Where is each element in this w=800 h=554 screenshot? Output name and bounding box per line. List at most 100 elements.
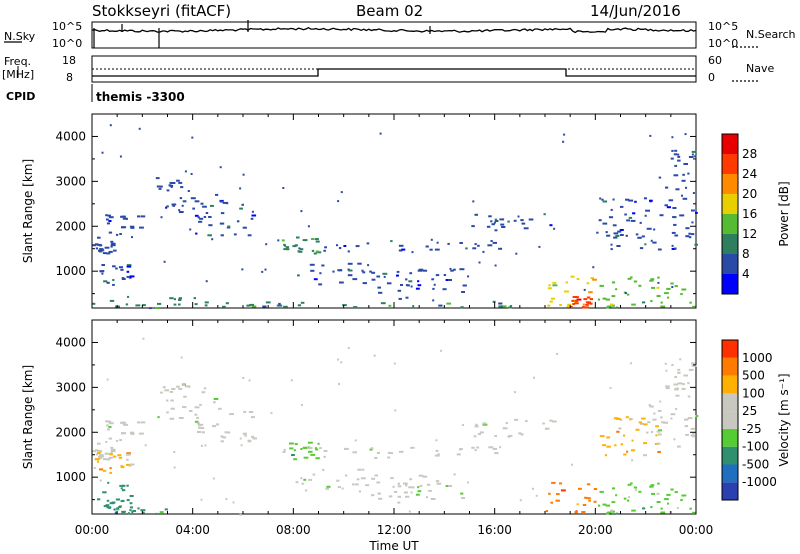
colorbar-tick-label: 1000 bbox=[742, 351, 773, 365]
range-gate-cell bbox=[467, 275, 470, 278]
range-gate-cell bbox=[513, 391, 516, 394]
range-gate-cell bbox=[596, 231, 599, 234]
range-gate-cell bbox=[401, 248, 406, 251]
range-gate-cell bbox=[374, 474, 378, 477]
range-gate-cell bbox=[290, 379, 293, 382]
range-gate-cell bbox=[251, 435, 255, 438]
range-gate-cell bbox=[322, 468, 325, 471]
colorbar-swatch bbox=[722, 428, 738, 447]
range-gate-cell bbox=[165, 206, 168, 209]
range-gate-cell bbox=[684, 418, 689, 421]
range-gate-cell bbox=[432, 287, 435, 290]
range-gate-cell bbox=[674, 376, 678, 378]
range-gate-cell bbox=[155, 512, 158, 515]
range-gate-cell bbox=[633, 280, 638, 283]
range-gate-cell bbox=[108, 216, 114, 219]
range-gate-cell bbox=[337, 358, 340, 361]
range-gate-cell bbox=[494, 435, 498, 437]
range-gate-cell bbox=[677, 371, 681, 374]
range-gate-cell bbox=[403, 482, 408, 485]
range-gate-cell bbox=[101, 249, 105, 252]
range-gate-cell bbox=[502, 427, 508, 430]
range-gate-cell bbox=[508, 434, 513, 437]
range-gate-cell bbox=[606, 436, 611, 439]
range-gate-cell bbox=[241, 203, 244, 206]
range-gate-cell bbox=[674, 164, 678, 167]
range-gate-cell bbox=[115, 498, 120, 501]
range-gate-cell bbox=[369, 270, 372, 273]
range-gate-cell bbox=[196, 416, 199, 419]
range-gate-cell bbox=[692, 435, 695, 438]
range-gate-cell bbox=[248, 379, 251, 382]
range-gate-cell bbox=[374, 456, 378, 459]
range-gate-cell bbox=[683, 374, 688, 377]
range-gate-cell bbox=[178, 417, 184, 419]
range-gate-cell bbox=[376, 275, 381, 278]
range-gate-cell bbox=[246, 304, 251, 307]
range-gate-cell bbox=[476, 446, 480, 449]
range-gate-cell bbox=[650, 278, 655, 281]
range-gate-cell bbox=[677, 153, 680, 156]
colorbar-swatch bbox=[722, 254, 738, 274]
range-gate-cell bbox=[101, 151, 104, 154]
range-gate-cell bbox=[173, 303, 177, 306]
range-gate-cell bbox=[118, 266, 123, 269]
range-gate-cell bbox=[210, 204, 214, 207]
range-gate-cell bbox=[549, 300, 553, 303]
range-gate-cell bbox=[684, 425, 688, 428]
range-gate-cell bbox=[450, 269, 454, 272]
range-gate-cell bbox=[666, 287, 671, 290]
range-gate-cell bbox=[419, 484, 423, 487]
range-gate-cell bbox=[332, 270, 335, 273]
range-gate-cell bbox=[99, 270, 104, 273]
range-gate-cell bbox=[207, 234, 212, 237]
range-gate-cell bbox=[129, 275, 135, 278]
y-tick-label: 1000 bbox=[55, 470, 86, 484]
range-gate-cell bbox=[370, 447, 374, 450]
range-gate-cell bbox=[447, 485, 452, 487]
range-gate-cell bbox=[543, 213, 546, 216]
range-gate-cell bbox=[588, 291, 593, 294]
range-gate-cell bbox=[199, 423, 204, 426]
range-gate-cell bbox=[460, 492, 464, 495]
range-gate-cell bbox=[491, 223, 495, 226]
range-gate-cell bbox=[109, 471, 112, 474]
nave-tick-bottom: 0 bbox=[708, 71, 715, 84]
range-gate-cell bbox=[308, 447, 313, 450]
range-gate-cell bbox=[606, 445, 611, 448]
range-gate-cell bbox=[576, 503, 579, 506]
range-gate-cell bbox=[685, 227, 690, 230]
range-gate-cell bbox=[398, 249, 403, 252]
range-gate-cell bbox=[635, 428, 640, 431]
freq-tick-bottom: 8 bbox=[66, 71, 73, 84]
range-gate-cell bbox=[657, 248, 662, 251]
range-gate-cell bbox=[250, 217, 254, 220]
range-gate-cell bbox=[140, 421, 146, 424]
y-tick-label: 4000 bbox=[55, 335, 86, 349]
range-gate-cell bbox=[559, 304, 562, 306]
range-gate-cell bbox=[126, 270, 130, 273]
range-gate-cell bbox=[692, 432, 695, 435]
range-gate-cell bbox=[428, 489, 432, 492]
range-gate-cell bbox=[340, 361, 343, 364]
range-gate-cell bbox=[283, 248, 288, 251]
range-gate-cell bbox=[472, 247, 477, 250]
range-gate-cell bbox=[326, 485, 331, 488]
range-gate-cell bbox=[360, 477, 366, 480]
range-gate-cell bbox=[139, 432, 144, 435]
range-gate-cell bbox=[433, 283, 436, 286]
range-gate-cell bbox=[652, 418, 657, 421]
range-gate-cell bbox=[681, 194, 683, 197]
range-gate-cell bbox=[681, 387, 686, 390]
range-gate-cell bbox=[171, 388, 176, 390]
colorbar-frame bbox=[721, 339, 739, 501]
x-tick-label: 04:00 bbox=[175, 523, 210, 537]
range-gate-cell bbox=[120, 268, 124, 271]
range-gate-cell bbox=[666, 493, 671, 496]
range-gate-cell bbox=[639, 221, 642, 224]
range-gate-cell bbox=[106, 506, 112, 509]
range-gate-cell bbox=[120, 466, 125, 469]
range-gate-cell bbox=[460, 306, 464, 309]
range-gate-cell bbox=[615, 494, 618, 497]
range-gate-cell bbox=[379, 132, 382, 135]
